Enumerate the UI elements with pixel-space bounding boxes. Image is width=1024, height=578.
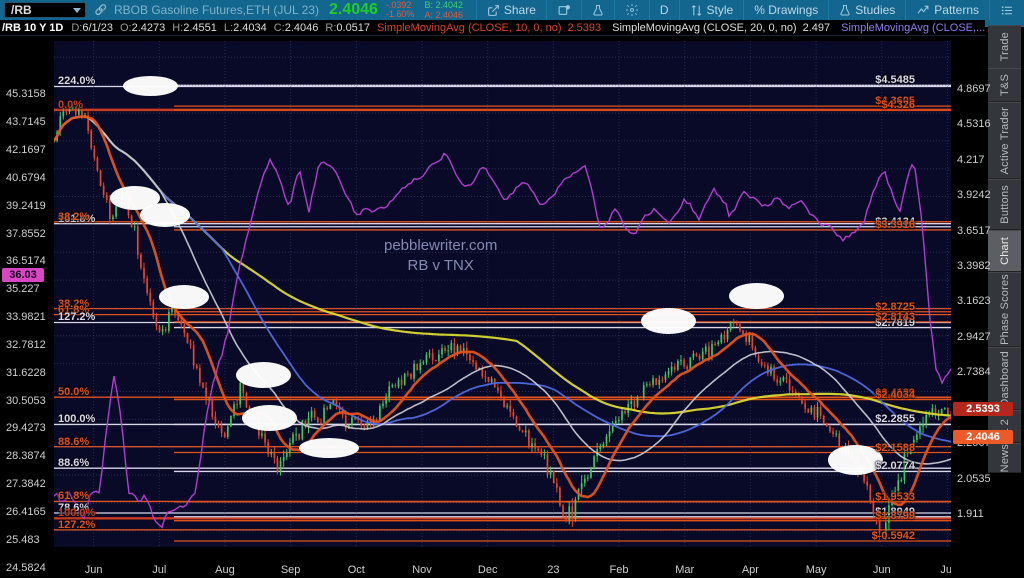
- svg-text:!: !: [567, 5, 568, 9]
